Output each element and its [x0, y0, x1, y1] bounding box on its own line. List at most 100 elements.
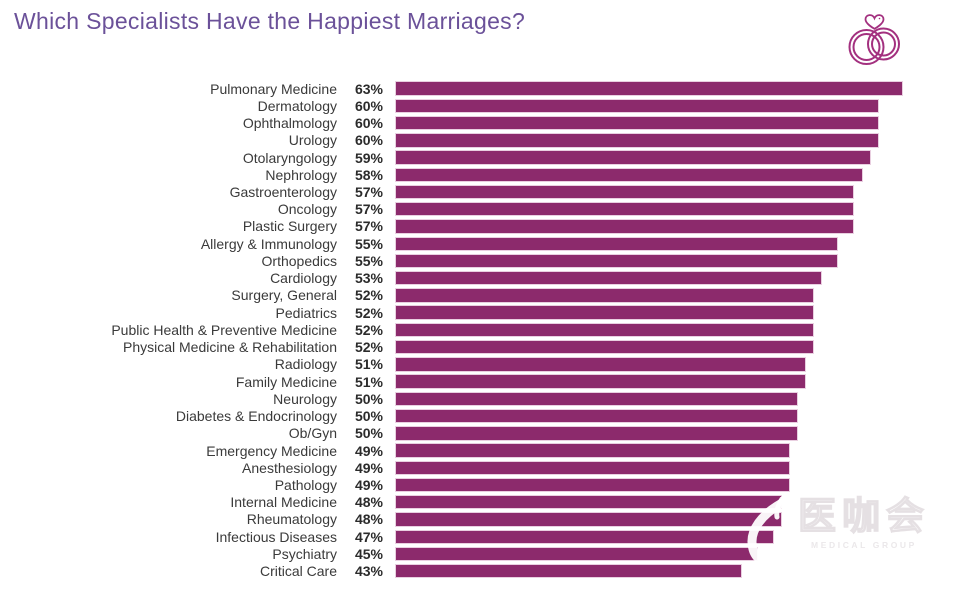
value-label: 49% — [354, 442, 383, 459]
value-label: 45% — [354, 545, 383, 562]
value-label: 52% — [354, 304, 383, 321]
category-label: Rheumatology — [246, 511, 337, 528]
chart-row: Emergency Medicine 49% — [0, 442, 966, 459]
category-label: Plastic Surgery — [242, 218, 337, 235]
chart-row: Infectious Diseases 47% — [0, 528, 966, 545]
bar — [395, 408, 798, 424]
chart-row: Oncology 57% — [0, 201, 966, 218]
category-label: Pathology — [274, 477, 337, 493]
value-label: 49% — [354, 477, 383, 493]
bar — [395, 322, 815, 338]
chart-row: Nephrology 58% — [0, 166, 966, 183]
chart-row: Ob/Gyn 50% — [0, 425, 966, 442]
bar — [395, 150, 871, 165]
category-label: Nephrology — [265, 166, 337, 183]
category-label: Otolaryngology — [242, 149, 337, 166]
value-label: 55% — [354, 252, 383, 269]
chart-row: Rheumatology 48% — [0, 511, 966, 528]
value-label: 48% — [354, 511, 383, 528]
category-label: Emergency Medicine — [206, 442, 337, 459]
bar — [395, 477, 790, 493]
bar — [395, 305, 815, 320]
bar — [395, 81, 903, 96]
category-label: Neurology — [273, 390, 337, 407]
chart-row: Pathology 49% — [0, 476, 966, 493]
chart-row: Pulmonary Medicine 63% — [0, 80, 966, 97]
chart-row: Pediatrics 52% — [0, 304, 966, 321]
category-label: Infectious Diseases — [215, 528, 337, 545]
chart-row: Public Health & Preventive Medicine 52% — [0, 321, 966, 338]
chart-row: Cardiology 53% — [0, 270, 966, 287]
bar — [395, 98, 879, 114]
chart-row: Critical Care 43% — [0, 563, 966, 580]
chart-row: Family Medicine 51% — [0, 373, 966, 390]
category-label: Pediatrics — [275, 304, 337, 321]
bar — [395, 426, 798, 441]
chart-row: Gastroenterology 57% — [0, 183, 966, 200]
chart-row: Ophthalmology 60% — [0, 114, 966, 131]
category-label: Cardiology — [270, 270, 337, 287]
chart-row: Anesthesiology 49% — [0, 459, 966, 476]
value-label: 53% — [354, 270, 383, 287]
bar — [395, 184, 855, 200]
value-label: 51% — [354, 356, 383, 373]
value-label: 60% — [354, 132, 383, 149]
bar — [395, 236, 839, 251]
chart-row: Radiology 51% — [0, 356, 966, 373]
value-label: 60% — [354, 115, 383, 132]
value-label: 60% — [354, 97, 383, 114]
value-label: 52% — [354, 287, 383, 304]
bar — [395, 357, 807, 372]
category-label: Surgery, General — [231, 287, 337, 304]
category-label: Ob/Gyn — [288, 425, 337, 442]
category-label: Physical Medicine & Rehabilitation — [123, 339, 337, 356]
value-label: 57% — [354, 201, 383, 218]
category-label: Diabetes & Endocrinology — [175, 408, 337, 425]
chart-row: Physical Medicine & Rehabilitation 52% — [0, 339, 966, 356]
bar — [395, 460, 790, 475]
chart-row: Internal Medicine 48% — [0, 494, 966, 511]
wedding-rings-with-heart-icon — [846, 9, 904, 67]
bar — [395, 391, 798, 407]
value-label: 57% — [354, 184, 383, 201]
chart-row: Dermatology 60% — [0, 97, 966, 114]
bar — [395, 167, 863, 182]
chart-row: Otolaryngology 59% — [0, 149, 966, 166]
value-label: 63% — [354, 80, 383, 97]
category-label: Critical Care — [259, 563, 337, 580]
chart-row: Diabetes & Endocrinology 50% — [0, 407, 966, 424]
bar — [395, 512, 782, 527]
value-label: 55% — [354, 235, 383, 252]
bar-chart: Pulmonary Medicine 63% Dermatology 60% O… — [0, 80, 966, 580]
bar — [395, 339, 815, 355]
chart-row: Allergy & Immunology 55% — [0, 235, 966, 252]
category-label: Ophthalmology — [242, 115, 337, 132]
bar — [395, 202, 855, 217]
category-label: Allergy & Immunology — [200, 235, 337, 252]
category-label: Orthopedics — [261, 252, 337, 269]
category-label: Internal Medicine — [230, 494, 337, 511]
value-label: 47% — [354, 528, 383, 545]
category-label: Public Health & Preventive Medicine — [111, 321, 337, 338]
chart-row: Surgery, General 52% — [0, 287, 966, 304]
value-label: 50% — [354, 390, 383, 407]
category-label: Urology — [288, 132, 337, 149]
value-label: 51% — [354, 373, 383, 390]
chart-row: Orthopedics 55% — [0, 252, 966, 269]
bar — [395, 271, 823, 286]
value-label: 59% — [354, 149, 383, 166]
value-label: 52% — [354, 339, 383, 356]
bar — [395, 253, 839, 269]
value-label: 50% — [354, 425, 383, 442]
chart-row: Neurology 50% — [0, 390, 966, 407]
chart-row: Psychiatry 45% — [0, 545, 966, 562]
value-label: 43% — [354, 563, 383, 580]
category-label: Radiology — [274, 356, 337, 373]
bar — [395, 115, 879, 131]
value-label: 52% — [354, 321, 383, 338]
category-label: Anesthesiology — [242, 459, 337, 476]
value-label: 50% — [354, 408, 383, 425]
bar — [395, 219, 855, 234]
bar — [395, 529, 774, 544]
bar — [395, 374, 807, 389]
